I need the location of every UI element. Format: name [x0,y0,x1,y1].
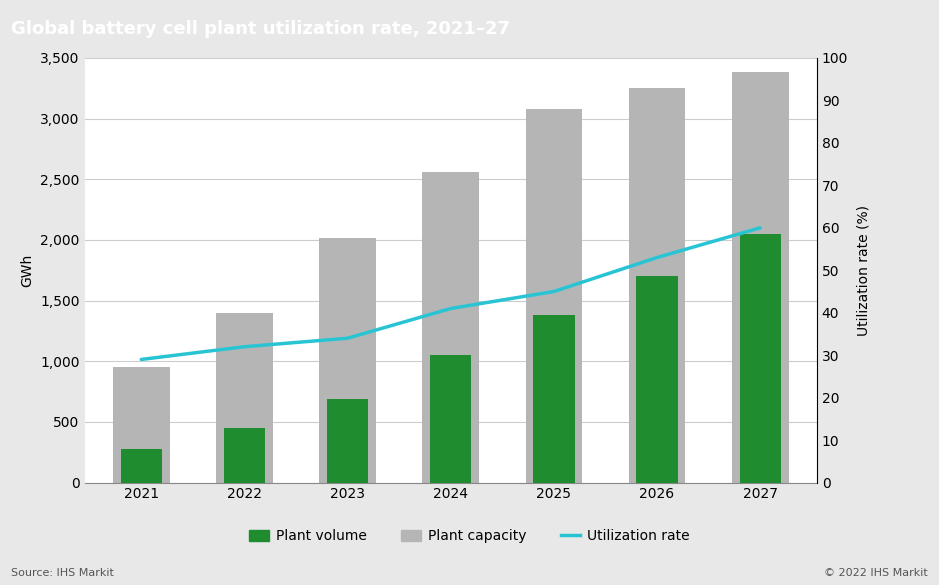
Text: Global battery cell plant utilization rate, 2021–27: Global battery cell plant utilization ra… [11,19,510,37]
Bar [731,73,789,483]
Y-axis label: Utilization rate (%): Utilization rate (%) [856,205,870,336]
Bar [533,315,575,483]
Text: © 2022 IHS Markit: © 2022 IHS Markit [824,568,928,578]
Bar [526,109,582,483]
Legend: Plant volume, Plant capacity, Utilization rate: Plant volume, Plant capacity, Utilizatio… [243,524,696,549]
Bar [423,172,479,483]
Text: Source: IHS Markit: Source: IHS Markit [11,568,115,578]
Bar [740,234,781,483]
Bar [430,355,471,483]
Bar [223,428,265,483]
Bar [637,276,678,483]
Bar [113,367,170,483]
Bar [327,399,368,483]
Bar [629,88,685,483]
Bar [120,449,162,483]
Bar [216,313,272,483]
Bar [319,238,376,483]
Y-axis label: GWh: GWh [21,254,35,287]
